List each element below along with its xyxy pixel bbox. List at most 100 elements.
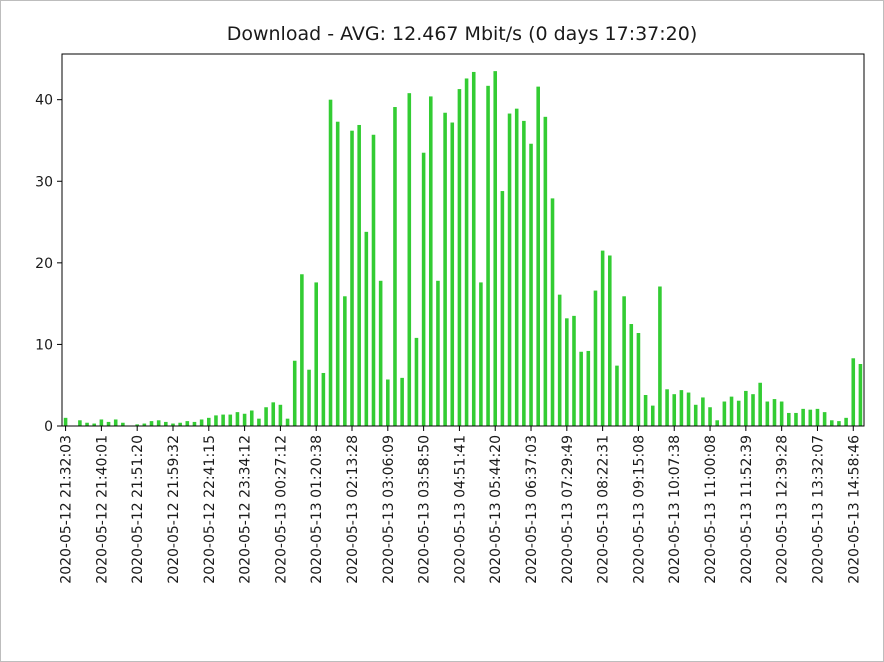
x-tick-label: 2020-05-13 07:29:49 (560, 435, 576, 584)
x-tick-label: 2020-05-13 14:58:46 (846, 435, 862, 584)
y-axis: 0 10 20 30 40 (35, 93, 62, 435)
bar (736, 400, 741, 426)
plot-area-border (61, 53, 865, 427)
bar (808, 409, 813, 426)
bar (314, 282, 318, 426)
bar (708, 407, 712, 426)
bar (686, 392, 691, 426)
x-tick-label: 2020-05-13 01:20:38 (309, 435, 325, 584)
x-tick-label: 2020-05-13 05:44:20 (488, 435, 504, 584)
bar (629, 324, 634, 426)
x-tick-label: 2020-05-13 11:00:08 (703, 435, 719, 584)
bar (772, 399, 777, 426)
bar (199, 419, 204, 426)
bar (78, 420, 82, 426)
bar (393, 107, 397, 426)
bar (679, 390, 684, 426)
bar (837, 421, 841, 426)
x-tick-label: 2020-05-13 09:15:08 (631, 435, 647, 584)
y-tick-label: 10 (35, 337, 53, 353)
x-tick-label: 2020-05-13 06:37:03 (524, 435, 540, 584)
bar (335, 121, 340, 427)
bar (214, 415, 218, 426)
bar (471, 71, 476, 426)
bar (371, 134, 376, 426)
bar (522, 120, 526, 426)
x-tick-label: 2020-05-13 02:13:28 (345, 435, 361, 584)
bar (650, 405, 655, 426)
bar (579, 351, 583, 426)
bar (249, 410, 254, 426)
bar (185, 421, 190, 426)
bar (550, 198, 555, 426)
bar (822, 412, 827, 426)
bar (192, 421, 197, 426)
bar (693, 404, 698, 426)
x-tick-label: 2020-05-12 21:59:32 (166, 435, 182, 584)
bar (536, 86, 540, 426)
bar (593, 290, 598, 426)
bar (135, 424, 139, 426)
bar (106, 421, 111, 426)
bar (457, 89, 462, 426)
bar (292, 360, 297, 426)
x-tick-label: 2020-05-12 21:40:01 (94, 435, 110, 584)
x-tick-label: 2020-05-12 21:51:20 (130, 435, 146, 584)
x-tick-label: 2020-05-13 11:52:39 (739, 435, 755, 584)
bar (414, 337, 419, 426)
bar (63, 417, 68, 426)
bar (378, 280, 383, 426)
bar (751, 394, 755, 426)
x-tick-label: 2020-05-13 13:32:07 (810, 435, 826, 584)
bar (500, 191, 505, 426)
x-tick-label: 2020-05-12 22:41:15 (202, 435, 218, 584)
y-tick-label: 0 (44, 419, 53, 435)
bar (350, 130, 354, 426)
bar (744, 390, 748, 426)
bar (851, 358, 856, 426)
bar (779, 401, 784, 426)
bars-group (63, 71, 863, 427)
bar (343, 296, 347, 426)
x-tick-label: 2020-05-13 10:07:38 (667, 435, 683, 584)
bar (285, 418, 290, 426)
bar (171, 423, 175, 426)
bar (794, 412, 798, 426)
bar (328, 99, 333, 427)
bar (164, 421, 168, 426)
bar (701, 397, 705, 426)
y-tick-label: 40 (35, 93, 53, 109)
x-tick-label: 2020-05-13 12:39:28 (775, 435, 791, 584)
bar (85, 422, 89, 426)
bar (643, 395, 648, 426)
bar (801, 408, 805, 426)
bar (307, 369, 311, 426)
bar (257, 418, 261, 426)
bar (443, 112, 447, 427)
bar (586, 350, 591, 426)
bar (221, 414, 225, 426)
bar (815, 408, 820, 426)
bar (486, 85, 490, 426)
bar (386, 379, 390, 426)
x-tick-label: 2020-05-12 21:32:03 (59, 435, 75, 584)
bar (207, 417, 211, 426)
bar (228, 414, 233, 426)
bar (99, 419, 104, 426)
x-tick-label: 2020-05-13 03:58:50 (417, 435, 433, 584)
bar (507, 113, 512, 427)
x-axis: 2020-05-12 21:32:03 2020-05-12 21:40:01 20… (59, 426, 862, 584)
bar (844, 417, 848, 426)
bar (722, 401, 727, 426)
bar (636, 333, 641, 426)
bar (235, 412, 240, 426)
bar (321, 372, 326, 426)
x-tick-label: 2020-05-13 04:51:41 (452, 435, 468, 584)
bar (829, 420, 834, 426)
y-tick-label: 30 (35, 174, 53, 190)
x-tick-label: 2020-05-13 08:22:31 (596, 435, 612, 584)
x-tick-label: 2020-05-13 03:06:09 (381, 435, 397, 584)
chart-title: Download - AVG: 12.467 Mbit/s (0 days 17… (227, 23, 698, 45)
bar (765, 401, 770, 426)
bar (464, 78, 469, 426)
